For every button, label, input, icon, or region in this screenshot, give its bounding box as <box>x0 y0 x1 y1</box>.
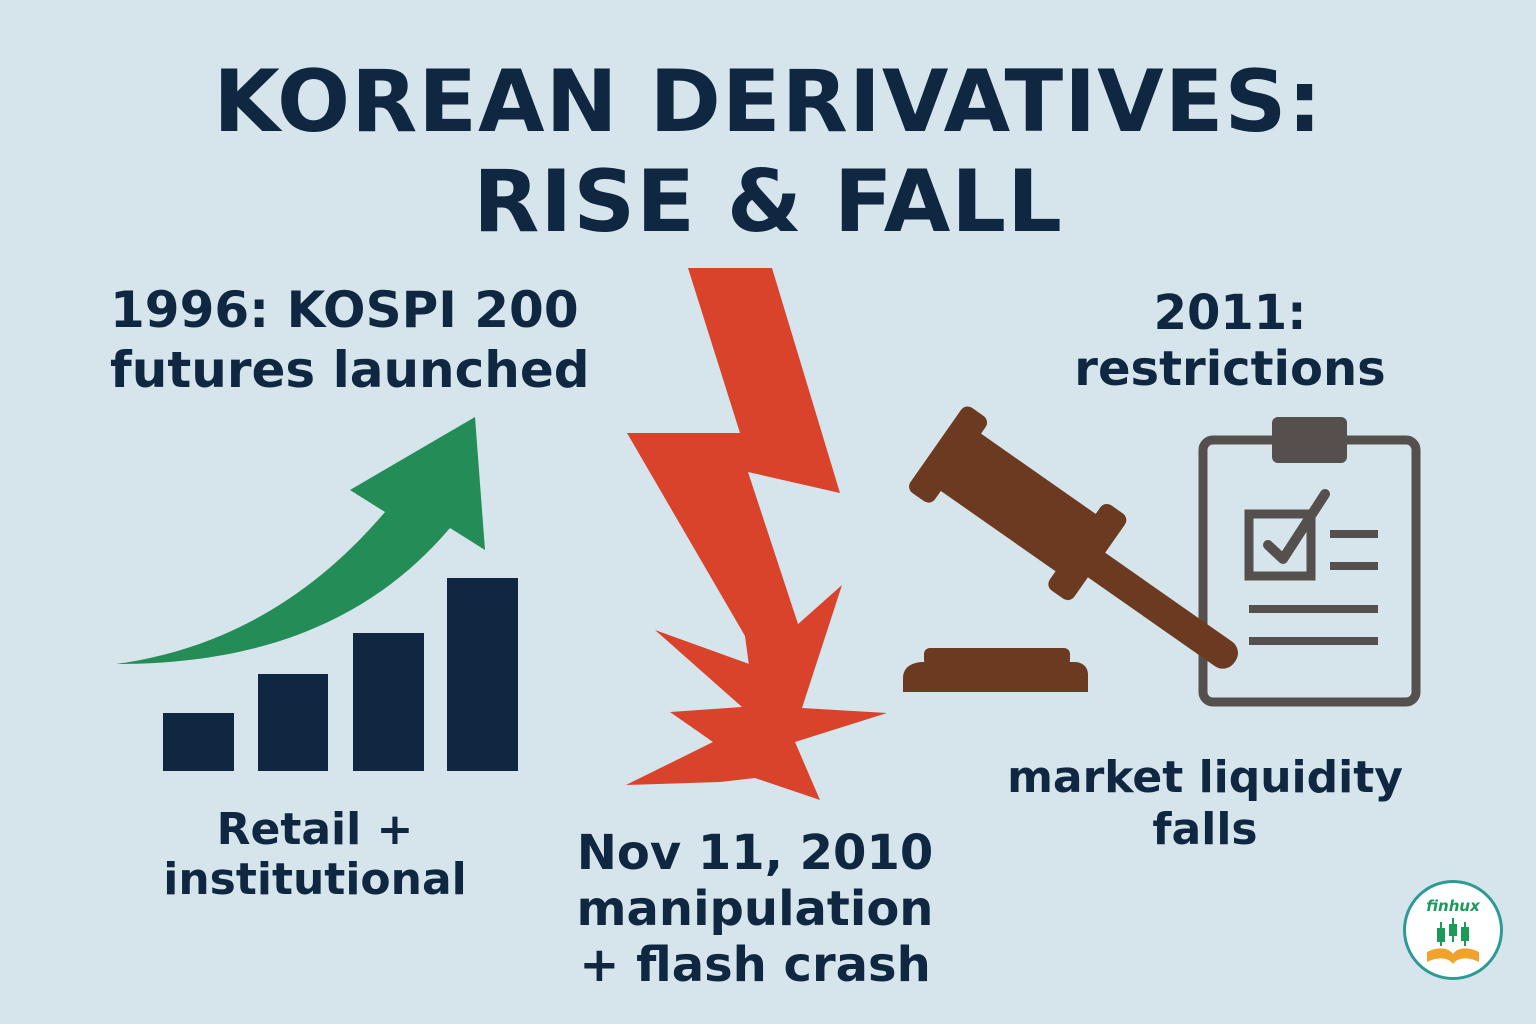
growth-arrow-icon <box>116 417 485 664</box>
clipboard-checklist-icon <box>1198 417 1421 707</box>
restrictions-label-line-2: restrictions <box>1074 341 1386 397</box>
crash-label-line-3: + flash crash <box>579 937 931 993</box>
crash-burst-icon <box>626 585 887 800</box>
bar-3 <box>353 633 424 771</box>
restrictions-label: 2011: restrictions <box>1040 285 1420 397</box>
lightning-bolt-icon <box>627 268 840 710</box>
bar-chart-icon <box>163 578 518 771</box>
crash-label: Nov 11, 2010 manipulation + flash crash <box>560 825 950 993</box>
finhux-logo: finhux <box>1403 880 1503 980</box>
logo-candles-icon <box>1427 918 1479 964</box>
page-title: KOREAN DERIVATIVES: RISE & FALL <box>0 52 1536 252</box>
crash-label-line-1: Nov 11, 2010 <box>576 825 934 881</box>
launch-label-line-2: futures launched <box>110 341 590 399</box>
bar-2 <box>258 674 328 771</box>
logo-wordmark: finhux <box>1426 897 1480 915</box>
liquidity-label-line-1: market liquidity <box>1007 752 1403 803</box>
participants-label-line-1: Retail + <box>216 804 414 855</box>
liquidity-label-line-2: falls <box>1152 804 1258 855</box>
restrictions-label-line-1: 2011: <box>1153 285 1307 341</box>
crash-label-line-2: manipulation <box>576 881 934 937</box>
title-line-2: RISE & FALL <box>473 152 1063 252</box>
gavel-icon <box>903 406 1238 692</box>
liquidity-label: market liquidity falls <box>1000 752 1410 856</box>
bar-4 <box>447 578 518 771</box>
participants-label: Retail + institutional <box>150 805 480 905</box>
launch-label: 1996: KOSPI 200 futures launched <box>110 280 590 400</box>
participants-label-line-2: institutional <box>163 854 467 905</box>
launch-label-line-1: 1996: KOSPI 200 <box>110 281 579 339</box>
bar-1 <box>163 713 234 771</box>
title-line-1: KOREAN DERIVATIVES: <box>213 52 1323 152</box>
